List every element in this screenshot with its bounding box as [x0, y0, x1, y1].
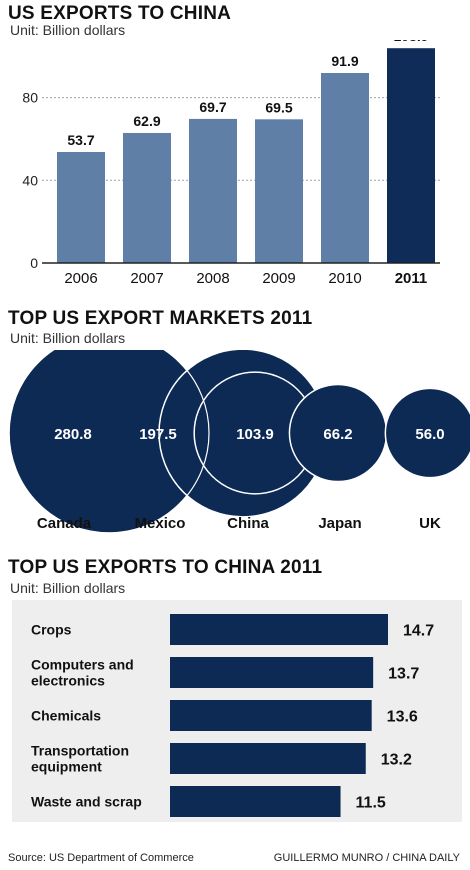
bar-value-label: 13.6: [387, 709, 418, 726]
bar-value-label: 11.5: [356, 795, 386, 812]
bar: [189, 118, 237, 263]
bar-value-label: 62.9: [133, 113, 160, 129]
x-tick-label: 2007: [130, 270, 163, 287]
category-label: Crops: [31, 622, 72, 638]
bar: [170, 657, 374, 688]
category-label: Computers and: [31, 657, 134, 673]
category-label: Transportation: [31, 743, 129, 759]
bubble-category-label: UK: [419, 515, 441, 532]
bubble-value-label: 103.9: [236, 426, 274, 443]
bar: [170, 743, 366, 774]
bubble-category-label: Canada: [37, 515, 92, 532]
bubble: [384, 387, 470, 479]
bubble-outline: [8, 350, 210, 534]
category-label: equipment: [31, 759, 102, 775]
bar-value-label: 103.9: [393, 40, 428, 44]
chart3-title: TOP US EXPORTS TO CHINA 2011: [8, 557, 323, 578]
bubble-value-label: 197.5: [139, 426, 177, 443]
chart3-unit: Unit: Billion dollars: [10, 580, 126, 596]
x-tick-label: 2009: [262, 270, 295, 287]
y-tick-label: 40: [22, 172, 38, 188]
bar: [57, 151, 105, 263]
bar-value-label: 13.2: [381, 752, 412, 769]
bar-value-label: 91.9: [331, 53, 358, 69]
credit-note: GUILLERMO MUNRO / CHINA DAILY: [273, 852, 460, 864]
chart1-unit: Unit: Billion dollars: [10, 22, 126, 38]
chart2-unit: Unit: Billion dollars: [10, 330, 126, 346]
bar-value-label: 69.5: [265, 99, 292, 115]
bubble-category-label: Japan: [318, 515, 361, 532]
x-tick-label: 2010: [328, 270, 361, 287]
bar-value-label: 13.7: [388, 666, 419, 683]
bubble-category-label: Mexico: [135, 515, 186, 532]
x-tick-label: 2011: [395, 270, 428, 287]
x-tick-label: 2008: [196, 270, 229, 287]
bar: [170, 614, 388, 645]
chart2-svg: 280.8 197.5 103.9 66.2 56.0 Canada Mexico China…: [8, 350, 470, 534]
bar-value-label: 69.7: [199, 99, 226, 115]
bubble-value-label: 280.8: [54, 426, 92, 443]
chart2-title: TOP US EXPORT MARKETS 2011: [8, 308, 313, 329]
chart1-svg: 0 40 80 53.7 2006 62.9 2007 69.7 2008 69.5 2009 91.…: [22, 40, 440, 287]
y-tick-label: 80: [22, 90, 38, 106]
chart1-title: US EXPORTS TO CHINA: [8, 3, 232, 24]
category-label: electronics: [31, 673, 105, 689]
bar: [387, 48, 435, 264]
bar: [170, 786, 341, 817]
bubble-value-label: 66.2: [323, 426, 352, 443]
bar-value-label: 14.7: [403, 623, 434, 640]
bar: [170, 700, 372, 731]
category-label: Chemicals: [31, 708, 101, 724]
category-label: Waste and scrap: [31, 794, 142, 810]
x-tick-label: 2006: [64, 270, 97, 287]
bar: [123, 132, 171, 263]
bubble-category-label: China: [227, 515, 269, 532]
bar: [255, 119, 303, 263]
bubble-value-label: 56.0: [415, 426, 444, 443]
y-tick-label: 0: [30, 255, 38, 271]
bar: [321, 73, 369, 263]
source-note: Source: US Department of Commerce: [8, 852, 194, 864]
bar-value-label: 53.7: [67, 132, 94, 148]
